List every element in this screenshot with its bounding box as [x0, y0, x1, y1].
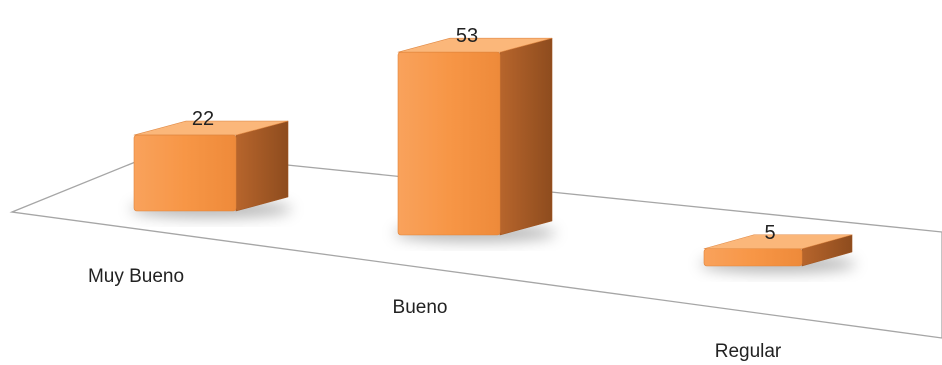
- bar-side-face: [235, 120, 289, 212]
- x-tick-label: Muy Bueno: [88, 266, 184, 287]
- chart-floor: [9, 151, 942, 339]
- data-label: 53: [456, 25, 478, 47]
- data-label: 22: [192, 108, 214, 130]
- bar: [703, 248, 803, 267]
- x-tick-label: Bueno: [393, 297, 448, 318]
- x-tick-label: Regular: [715, 341, 782, 362]
- bar: [133, 134, 237, 212]
- bars: [133, 37, 853, 267]
- bar: [397, 51, 501, 236]
- chart-floor-outline: [9, 151, 942, 339]
- bar-side-face: [499, 37, 553, 236]
- data-label: 5: [764, 222, 775, 244]
- labels: 22 Muy Bueno 53 Bueno 5 Regular: [88, 25, 782, 362]
